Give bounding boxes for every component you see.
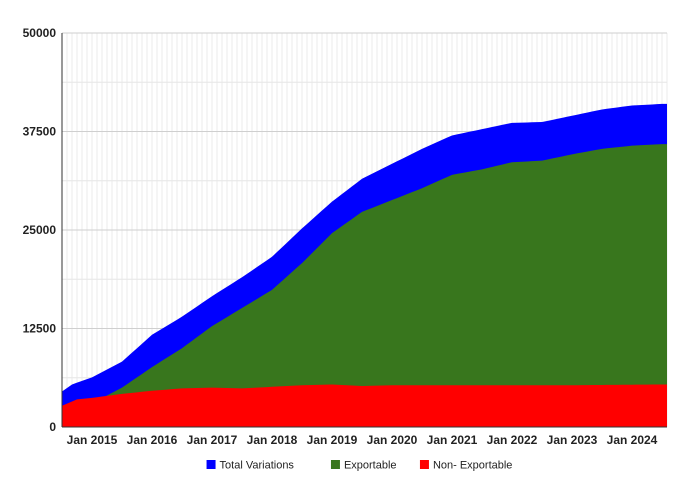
x-tick-label: Jan 2023	[547, 433, 598, 447]
x-tick-label: Jan 2022	[487, 433, 538, 447]
axes	[61, 33, 667, 428]
legend: Total Variations Exportable Non- Exportabl…	[206, 460, 513, 472]
legend-swatch-non-exportable	[419, 460, 429, 469]
x-tick-label: Jan 2019	[307, 433, 358, 447]
x-tick-label: Jan 2015	[67, 433, 118, 447]
x-axis-ticks: Jan 2015 Jan 2016 Jan 2017 Jan 2018 Jan 2019…	[67, 433, 658, 447]
x-tick-label: Jan 2020	[367, 433, 418, 447]
y-tick-label: 50000	[23, 26, 57, 40]
x-tick-label: Jan 2024	[607, 433, 658, 447]
x-tick-label: Jan 2018	[247, 433, 298, 447]
area-exportable	[62, 144, 667, 428]
x-tick-label: Jan 2016	[127, 433, 178, 447]
y-tick-label: 0	[49, 420, 56, 434]
x-tick-label: Jan 2017	[187, 433, 238, 447]
area-non-exportable	[62, 384, 667, 427]
y-tick-label: 12500	[23, 322, 57, 336]
legend-swatch-exportable	[330, 460, 340, 469]
y-tick-label: 37500	[23, 125, 57, 139]
series-areas	[62, 103, 667, 428]
legend-label-non-exportable: Non- Exportable	[433, 460, 513, 472]
legend-label-total-variations: Total Variations	[220, 460, 295, 472]
x-tick-label: Jan 2021	[427, 433, 478, 447]
y-tick-label: 25000	[23, 223, 57, 237]
legend-label-exportable: Exportable	[344, 460, 397, 472]
legend-swatch-total-variations	[206, 460, 216, 469]
y-axis-ticks: 0 12500 25000 37500 50000	[23, 26, 57, 434]
